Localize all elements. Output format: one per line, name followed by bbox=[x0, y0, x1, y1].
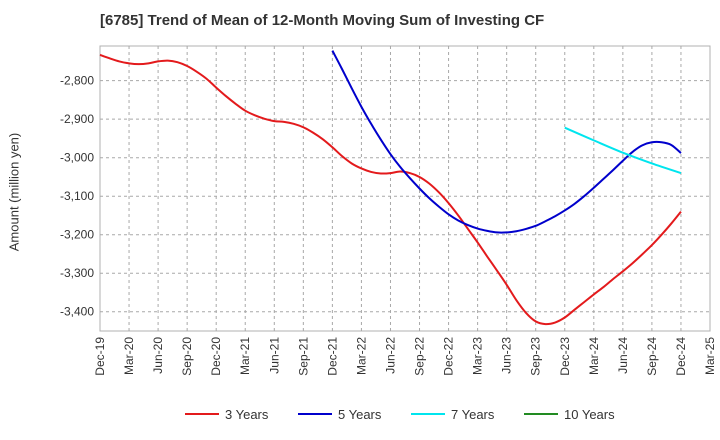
x-tick-label: Jun-24 bbox=[616, 337, 630, 374]
series-line-5-years bbox=[331, 50, 682, 234]
x-tick-label: Dec-20 bbox=[209, 337, 223, 376]
x-tick-label: Jun-20 bbox=[151, 337, 165, 374]
x-tick-label: Dec-23 bbox=[558, 337, 572, 376]
x-tick-label: Sep-21 bbox=[296, 337, 310, 376]
legend-label: 3 Years bbox=[225, 407, 269, 422]
x-tick-label: Dec-22 bbox=[442, 337, 456, 376]
plot-area bbox=[99, 45, 711, 332]
y-tick-label: -2,900 bbox=[60, 112, 94, 126]
x-tick-label: Mar-22 bbox=[354, 337, 368, 375]
x-tick-label: Dec-24 bbox=[674, 337, 688, 376]
x-tick-label: Mar-24 bbox=[587, 337, 601, 375]
y-tick-label: -3,200 bbox=[60, 228, 94, 242]
x-tick-label: Sep-20 bbox=[180, 337, 194, 376]
x-tick-label: Dec-19 bbox=[93, 337, 107, 376]
series-line-7-years bbox=[564, 126, 682, 175]
y-tick-label: -2,800 bbox=[60, 74, 94, 88]
legend-label: 7 Years bbox=[451, 407, 495, 422]
legend-label: 5 Years bbox=[338, 407, 382, 422]
y-tick-label: -3,300 bbox=[60, 266, 94, 280]
x-tick-label: Jun-23 bbox=[500, 337, 514, 374]
y-tick-label: -3,100 bbox=[60, 189, 94, 203]
x-tick-label: Mar-23 bbox=[471, 337, 485, 375]
x-tick-label: Sep-23 bbox=[529, 337, 543, 376]
legend-label: 10 Years bbox=[564, 407, 615, 422]
y-tick-label: -3,000 bbox=[60, 151, 94, 165]
chart-title: [6785] Trend of Mean of 12-Month Moving … bbox=[100, 12, 545, 29]
x-tick-label: Jun-22 bbox=[383, 337, 397, 374]
x-tick-label: Mar-21 bbox=[238, 337, 252, 375]
y-tick-label: -3,400 bbox=[60, 305, 94, 319]
x-tick-label: Mar-20 bbox=[122, 337, 136, 375]
series-line-3-years bbox=[99, 53, 682, 326]
x-tick-label: Sep-24 bbox=[645, 337, 659, 376]
x-tick-label: Dec-21 bbox=[325, 337, 339, 376]
x-tick-label: Mar-25 bbox=[703, 337, 717, 375]
x-tick-label: Sep-22 bbox=[413, 337, 427, 376]
x-tick-label: Jun-21 bbox=[267, 337, 281, 374]
